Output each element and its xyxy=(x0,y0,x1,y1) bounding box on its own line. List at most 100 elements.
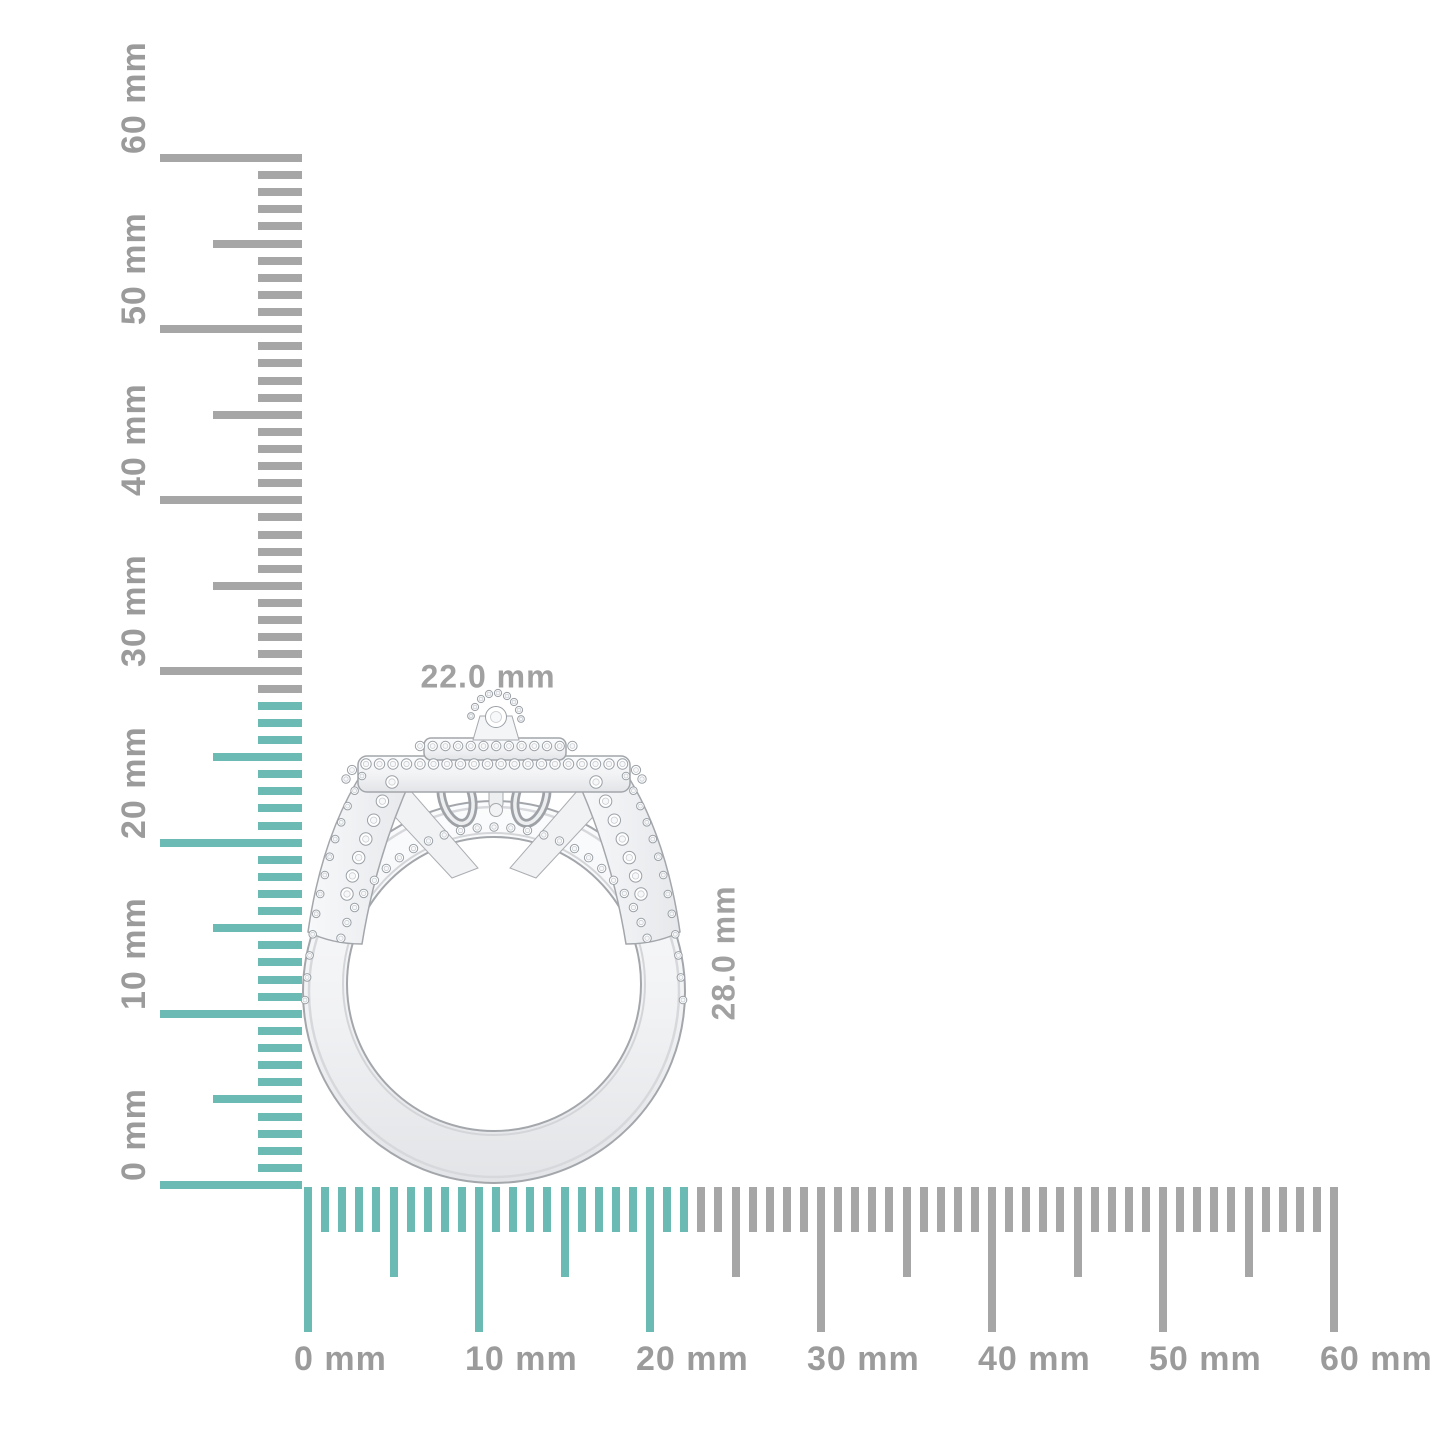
diamond-facet xyxy=(497,760,505,768)
ruler-tick xyxy=(885,1187,894,1232)
ruler-tick xyxy=(526,1187,535,1232)
ruler-tick xyxy=(543,1187,552,1232)
ruler-tick xyxy=(1005,1187,1014,1232)
ruler-tick xyxy=(258,1044,302,1053)
ruler-tick xyxy=(258,1061,302,1070)
ruler-tick xyxy=(577,1187,586,1232)
ruler-tick xyxy=(663,1187,672,1232)
ruler-tick-major xyxy=(1159,1187,1167,1332)
ruler-tick-major xyxy=(1330,1187,1338,1332)
ruler-tick xyxy=(560,1187,569,1277)
ruler-tick xyxy=(258,205,302,214)
ruler-tick xyxy=(258,804,302,813)
ruler-tick xyxy=(799,1187,808,1232)
diamond-facet xyxy=(655,854,661,860)
diamond-facet xyxy=(571,845,578,852)
diamond-facet xyxy=(416,760,424,768)
ring-band xyxy=(301,800,687,1184)
diamond-facet xyxy=(478,696,484,702)
diamond-facet xyxy=(511,699,517,705)
h-ruler-label: 0 mm xyxy=(294,1340,387,1378)
diamond-facet xyxy=(355,853,363,862)
diamond-facet xyxy=(551,760,559,768)
ruler-tick xyxy=(258,564,302,573)
diamond-facet xyxy=(378,797,386,805)
ruler-tick xyxy=(1312,1187,1321,1232)
ruler-tick xyxy=(258,907,302,916)
ruler-tick xyxy=(321,1187,330,1232)
ruler-tick xyxy=(258,479,302,488)
ruler-tick xyxy=(258,273,302,282)
diamond-facet xyxy=(610,877,617,883)
diamond-facet xyxy=(495,690,501,696)
width-annotation: 22.0 mm xyxy=(420,658,556,695)
ruler-tick xyxy=(936,1187,945,1232)
diamond-facet xyxy=(631,872,640,880)
diamond-facet xyxy=(322,872,328,878)
diamond-facet xyxy=(644,819,650,825)
diamond-facet xyxy=(313,911,319,917)
diamond-facet xyxy=(524,760,532,768)
ruler-tick xyxy=(389,1187,398,1277)
ruler-tick xyxy=(213,239,302,248)
ruler-tick xyxy=(258,650,302,659)
ruler-tick xyxy=(697,1187,706,1232)
h-ruler-label: 60 mm xyxy=(1320,1340,1433,1378)
ruler-tick xyxy=(748,1187,757,1232)
v-ruler-label: 20 mm xyxy=(115,725,153,839)
ruler-tick xyxy=(423,1187,432,1232)
ruler-tick xyxy=(258,376,302,385)
ruler-tick xyxy=(1176,1187,1185,1232)
diamond-facet xyxy=(490,711,502,723)
diamond-facet xyxy=(352,788,358,794)
diamond-facet xyxy=(541,832,547,838)
ruler-tick xyxy=(406,1187,415,1232)
diamond-facet xyxy=(639,776,645,782)
ruler-tick xyxy=(1022,1187,1031,1232)
diamond-facet xyxy=(493,743,500,749)
diamond-facet xyxy=(601,797,610,805)
diamond-facet xyxy=(676,953,681,958)
diamond-facet xyxy=(359,773,365,779)
diamond-facet xyxy=(457,827,464,834)
ruler-tick xyxy=(258,633,302,642)
ruler-tick-major xyxy=(646,1187,654,1332)
diamond-facet xyxy=(307,953,313,958)
ruler-tick xyxy=(1193,1187,1202,1232)
diamond-facet xyxy=(605,760,613,768)
diamond-facet xyxy=(678,975,684,980)
ruler-tick xyxy=(338,1187,347,1232)
h-ruler-label: 40 mm xyxy=(978,1340,1091,1378)
ruler-tick xyxy=(1141,1187,1150,1232)
diamond-facet xyxy=(516,707,522,713)
diamond-facet xyxy=(544,743,550,749)
ruler-tick xyxy=(258,1078,302,1087)
diamond-facet xyxy=(556,838,563,844)
diamond-facet xyxy=(344,919,350,926)
diamond-facet xyxy=(644,935,650,941)
v-ruler-label: 0 mm xyxy=(115,1088,153,1181)
diamond-facet xyxy=(467,743,474,749)
ruler-tick xyxy=(782,1187,791,1232)
ruler-tick xyxy=(258,359,302,368)
diamond-facet xyxy=(302,997,308,1003)
diamond-facet xyxy=(665,891,671,897)
diamond-facet xyxy=(376,760,383,768)
diamond-facet xyxy=(441,832,447,838)
ruler-tick xyxy=(258,1026,302,1035)
diamond-facet xyxy=(506,743,512,749)
diamond-facet xyxy=(442,743,449,749)
ruler-tick xyxy=(440,1187,449,1232)
ruler-tick xyxy=(258,872,302,881)
halo-plate-outer xyxy=(357,755,631,793)
ruler-tick xyxy=(680,1187,689,1232)
ruler-tick xyxy=(1295,1187,1304,1232)
diamond-facet xyxy=(556,743,563,749)
diamond-facet xyxy=(518,743,525,749)
ruler-tick xyxy=(628,1187,637,1232)
ruler-tick xyxy=(594,1187,603,1232)
diamond-facet xyxy=(338,819,344,825)
ruler-tick xyxy=(213,753,302,762)
diamond-facet xyxy=(623,773,629,779)
ruler-tick xyxy=(213,581,302,590)
